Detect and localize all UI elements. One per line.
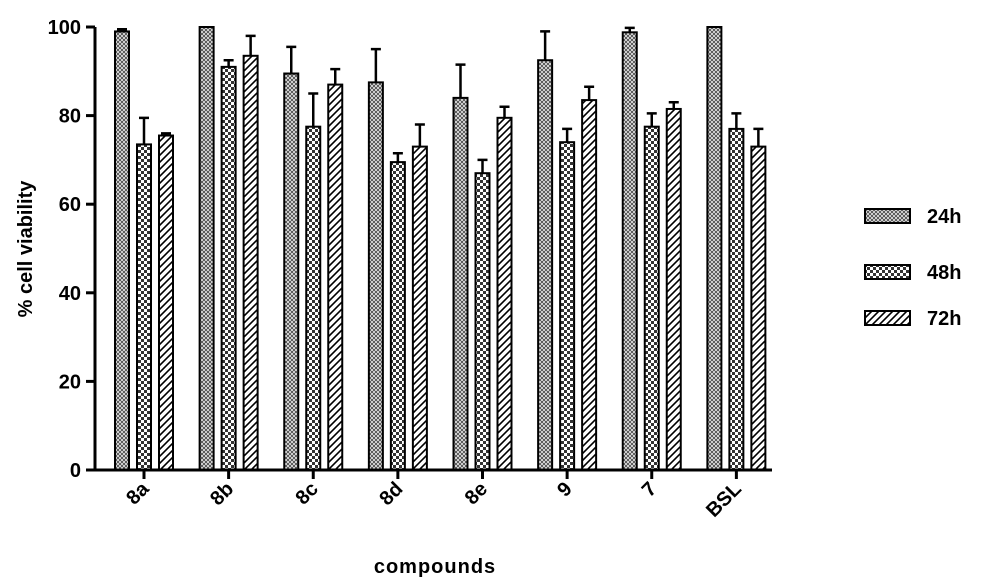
bar-8e-72h (496, 116, 513, 471)
y-tick-label: 40 (59, 283, 81, 305)
error-bar-9-24h (540, 30, 551, 61)
legend-label-48h: 48h (927, 262, 961, 284)
x-tick-label: 7 (638, 478, 661, 501)
bar-8a-48h (136, 143, 152, 472)
x-tick-label: 8e (461, 478, 492, 509)
error-bar-8c-24h (286, 45, 297, 74)
error-bar-group (117, 26, 764, 174)
error-bar-7-72h (668, 101, 679, 109)
error-bar-9-72h (584, 85, 595, 101)
x-tick-label: BSL (702, 478, 746, 522)
y-tick-label: 60 (59, 194, 81, 216)
bar-9-72h (581, 99, 598, 471)
error-bar-8e-48h (477, 158, 488, 174)
bar-8c-72h (327, 83, 344, 471)
error-bar-8a-72h (161, 132, 171, 136)
x-tick-label: 8a (122, 477, 154, 509)
bar-8b-72h (242, 54, 259, 471)
bar-8e-24h (452, 96, 469, 471)
bar-BSL-72h (750, 145, 767, 472)
bar-group (114, 26, 767, 472)
bar-7-72h (665, 107, 682, 472)
y-tick-label: 20 (59, 371, 81, 393)
bar-8c-24h (283, 72, 300, 471)
legend-swatch-48h (864, 264, 911, 280)
bar-BSL-48h (728, 127, 745, 471)
error-bar-9-48h (562, 127, 573, 143)
bar-BSL-24h (706, 26, 723, 471)
bar-7-24h (621, 31, 638, 471)
y-tick-label: 0 (70, 460, 81, 482)
error-bar-8a-48h (139, 116, 149, 145)
error-bar-8e-72h (499, 105, 510, 118)
error-bar-8e-24h (455, 63, 466, 98)
legend-swatch-24h (864, 208, 911, 224)
error-bar-8c-72h (330, 67, 341, 85)
bar-8b-24h (198, 26, 215, 471)
bar-8e-48h (474, 172, 491, 471)
error-bar-8a-24h (117, 27, 127, 32)
x-tick-label: 9 (553, 478, 576, 501)
error-bar-8c-48h (308, 92, 319, 127)
legend-label-72h: 72h (927, 308, 961, 330)
error-bar-8d-72h (414, 123, 425, 147)
x-tick-label: 8c (291, 478, 322, 509)
error-bar-7-48h (646, 112, 657, 127)
legend: 24h 48h 72h (864, 206, 961, 330)
error-bar-7-24h (624, 26, 635, 33)
x-ticks: 8a 8b 8c 8d 8e 9 7 BSL (122, 470, 746, 522)
x-axis-title: compounds (374, 556, 496, 578)
bar-7-48h (643, 125, 660, 472)
bar-9-24h (537, 59, 554, 471)
bar-8a-72h (158, 134, 174, 471)
y-tick-label: 80 (59, 106, 81, 128)
bar-8a-24h (114, 30, 130, 472)
bar-8b-48h (220, 65, 237, 472)
bar-8d-48h (389, 161, 406, 472)
legend-label-24h: 24h (927, 206, 961, 228)
error-bar-8d-24h (370, 47, 381, 83)
y-ticks: 0 20 40 60 80 100 (48, 17, 95, 482)
error-bar-8b-72h (245, 34, 256, 56)
bar-8d-72h (411, 145, 428, 472)
error-bar-8b-48h (223, 58, 234, 67)
y-tick-label: 100 (48, 17, 81, 39)
error-bar-BSL-48h (731, 112, 742, 129)
bar-8c-48h (305, 125, 322, 472)
error-bar-BSL-72h (753, 127, 764, 147)
bar-8d-24h (367, 81, 384, 471)
y-axis-title: % cell viability (15, 180, 37, 318)
x-tick-label: 8b (206, 478, 238, 510)
x-tick-label: 8d (375, 478, 407, 510)
bar-9-48h (559, 141, 576, 471)
legend-swatch-72h (864, 310, 911, 326)
error-bar-8d-48h (392, 152, 403, 163)
